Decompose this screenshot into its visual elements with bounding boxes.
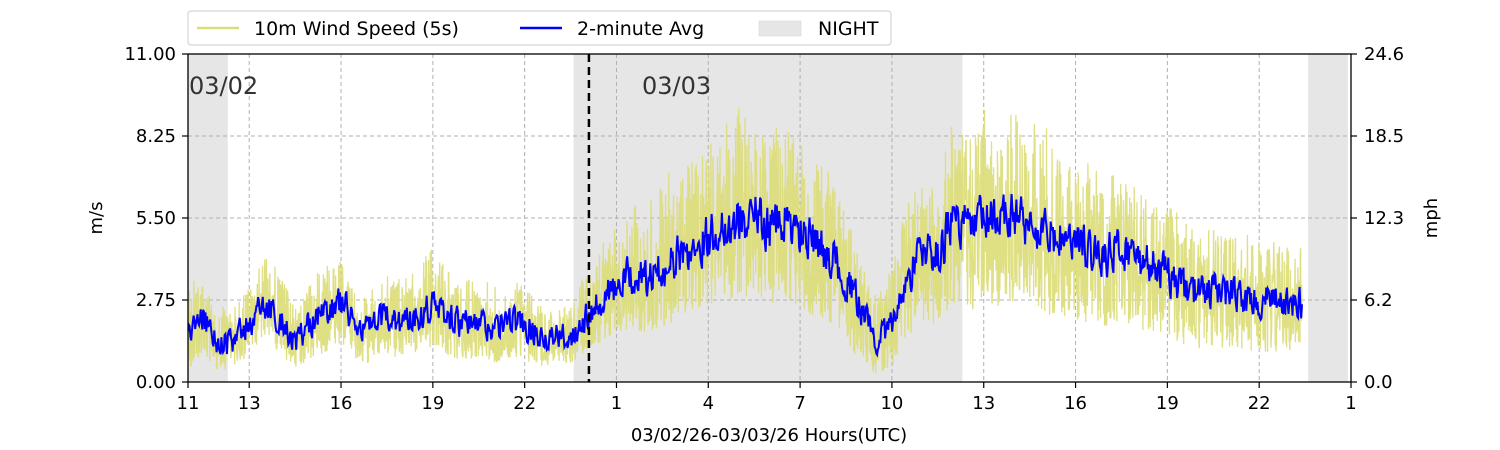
x-tick-label: 11: [177, 393, 200, 414]
x-tick-label: 7: [794, 393, 805, 414]
x-tick-label: 4: [703, 393, 714, 414]
x-tick-label: 22: [1248, 393, 1271, 414]
x-tick-label: 13: [972, 393, 995, 414]
x-tick-label: 19: [421, 393, 444, 414]
legend-wind-label: 10m Wind Speed (5s): [254, 18, 459, 40]
y-axis-left-title: m/s: [86, 202, 107, 235]
night-span: [1308, 54, 1348, 382]
x-tick-label: 13: [238, 393, 261, 414]
x-tick-label: 1: [1345, 393, 1356, 414]
x-tick-label: 22: [513, 393, 536, 414]
legend: 10m Wind Speed (5s) 2-minute Avg NIGHT: [187, 10, 892, 46]
y-left-tick-label: 5.50: [136, 208, 176, 229]
y-left-tick-label: 11.00: [124, 44, 176, 65]
day-label: 03/02: [189, 72, 258, 100]
y-right-tick-label: 12.3: [1364, 208, 1404, 229]
y-right-tick-label: 6.2: [1364, 290, 1393, 311]
x-tick-label: 19: [1156, 393, 1179, 414]
x-axis-ticks: 11 13 16 19 22 1 4 7 10 13 16 19 22 1: [177, 382, 1357, 414]
series-line-wind-5s: [188, 107, 1303, 374]
x-tick-label: 10: [880, 393, 903, 414]
x-tick-label: 16: [1064, 393, 1087, 414]
legend-avg-label: 2-minute Avg: [577, 18, 704, 40]
y-right-tick-label: 0.0: [1364, 372, 1393, 393]
y-right-tick-label: 24.6: [1364, 44, 1404, 65]
x-axis-title: 03/02/26-03/03/26 Hours(UTC): [631, 425, 907, 446]
day-labels: 03/02 03/03: [189, 72, 711, 100]
y-left-tick-label: 0.00: [136, 372, 176, 393]
y-left-tick-label: 2.75: [136, 290, 176, 311]
y-axis-ticks: 0.00 0.0 2.75 6.2 5.50 12.3 8.25 18.5 11.00 24.6: [124, 44, 1404, 393]
series-layer: [188, 107, 1303, 374]
day-label: 03/03: [642, 72, 711, 100]
legend-night-swatch: [758, 20, 802, 37]
x-tick-label: 1: [611, 393, 622, 414]
series-line-2min-avg: [188, 194, 1303, 358]
x-tick-label: 16: [330, 393, 353, 414]
y-axis-right-title: mph: [1421, 198, 1442, 238]
y-right-tick-label: 18.5: [1364, 126, 1404, 147]
y-left-tick-label: 8.25: [136, 126, 176, 147]
legend-night-label: NIGHT: [818, 18, 879, 40]
